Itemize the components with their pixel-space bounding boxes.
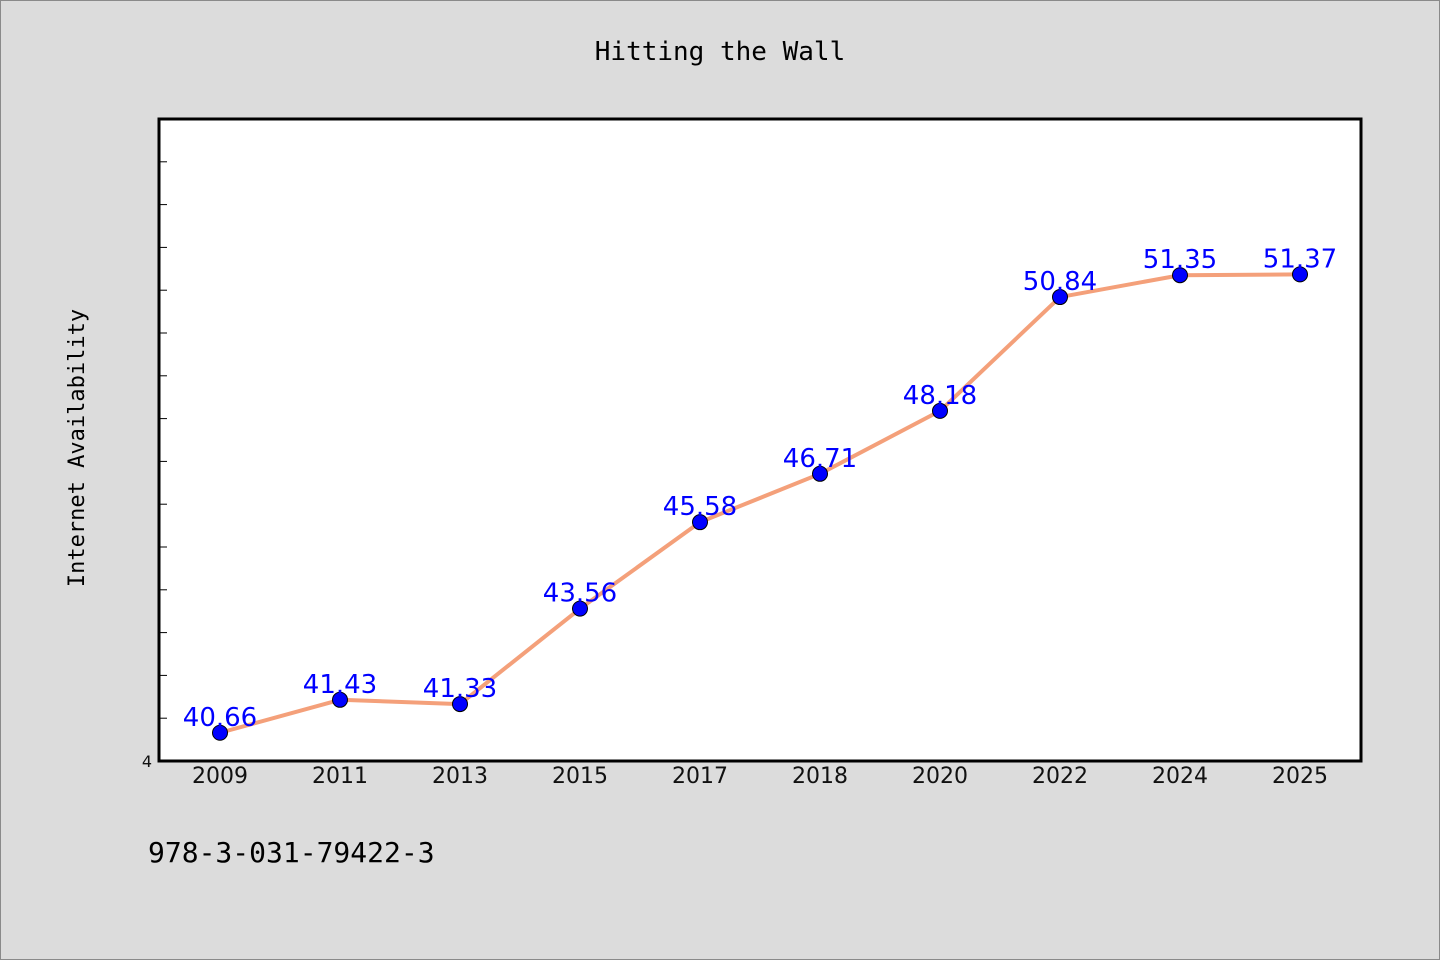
- data-point: [812, 465, 828, 482]
- isbn-footer: 978-3-031-79422-3: [148, 836, 435, 869]
- x-axis-tick-labels: 2009 2011 2013 2015 2017 2018 2020 2022 2024 2025: [192, 764, 1328, 789]
- x-tick-label: 2009: [192, 764, 248, 789]
- data-point: [1172, 267, 1188, 284]
- x-tick-label: 2015: [552, 764, 608, 789]
- data-label: 43.56: [543, 579, 617, 609]
- data-point: [332, 691, 348, 708]
- y-axis-label: Internet Availability: [65, 309, 90, 587]
- data-point: [572, 600, 588, 617]
- data-point: [452, 696, 468, 713]
- data-label: 41.43: [303, 670, 377, 700]
- data-point: [932, 402, 948, 419]
- y-axis-ticks: 4: [142, 161, 167, 771]
- x-tick-label: 2018: [792, 764, 848, 789]
- data-point: [212, 724, 228, 741]
- x-tick-label: 2017: [672, 764, 728, 789]
- data-point: [1052, 289, 1068, 306]
- x-tick-label: 2011: [312, 764, 368, 789]
- data-label: 51.37: [1263, 244, 1337, 274]
- data-label: 41.33: [423, 674, 497, 704]
- x-tick-label: 2022: [1032, 764, 1088, 789]
- data-label: 40.66: [183, 703, 257, 733]
- data-label: 48.18: [903, 381, 977, 411]
- data-label: 46.71: [783, 444, 857, 474]
- series-group: [212, 266, 1308, 741]
- chart-title: Hitting the Wall: [595, 37, 845, 67]
- data-point: [692, 514, 708, 531]
- x-tick-label: 2013: [432, 764, 488, 789]
- data-label: 45.58: [663, 492, 737, 522]
- data-labels: 40.66 41.43 41.33 43.56 45.58 46.71 48.18 50.84…: [183, 244, 1337, 732]
- x-tick-label: 2025: [1272, 764, 1328, 789]
- plot-area: [157, 117, 1363, 763]
- x-tick-label: 2020: [912, 764, 968, 789]
- data-label: 51.35: [1143, 245, 1217, 275]
- x-tick-label: 2024: [1152, 764, 1208, 789]
- data-point: [1292, 266, 1308, 283]
- y-tick-label: 4: [142, 752, 152, 771]
- data-label: 50.84: [1023, 267, 1097, 297]
- series-line: [218, 272, 1302, 735]
